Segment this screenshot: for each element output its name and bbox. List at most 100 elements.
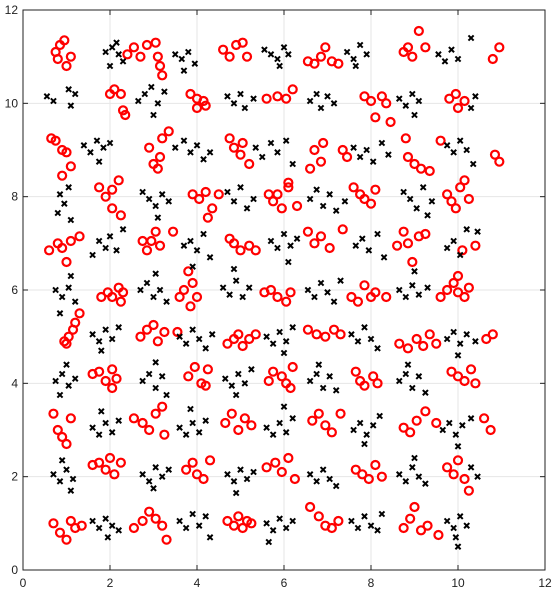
data-point-cross [317,104,325,112]
data-point-cross [358,235,366,242]
data-point-cross [306,471,314,478]
data-point-circle [411,415,422,426]
data-point-circle [348,182,359,193]
data-point-cross [208,331,216,338]
data-point-circle [272,291,283,303]
data-point-cross [176,424,183,431]
data-point-circle [61,534,72,545]
data-point-cross [102,515,109,522]
data-point-cross [252,144,260,151]
y-tick-label: 2 [11,470,18,484]
data-point-cross [95,431,103,438]
data-point-circle [405,513,416,524]
data-point-cross [189,510,196,518]
data-point-cross [232,277,240,284]
data-point-cross [152,384,159,392]
data-point-circle [398,522,409,534]
data-point-cross [189,263,196,270]
data-point-cross [435,51,442,58]
x-tick-label: 2 [107,576,114,590]
data-point-cross [145,370,153,378]
data-point-circle [394,338,405,349]
data-point-cross [71,90,79,98]
data-point-cross [280,44,288,51]
data-point-cross [267,51,275,58]
data-point-circle [442,284,453,296]
data-point-cross [356,153,364,161]
data-point-cross [365,247,373,254]
data-point-circle [309,144,320,156]
data-point-circle [265,284,277,296]
data-point-circle [250,329,261,340]
data-point-cross [176,333,183,340]
data-point-circle [402,42,414,53]
data-point-cross [439,426,447,434]
data-point-circle [470,240,481,251]
data-point-cross [158,373,166,380]
data-point-cross [115,324,123,331]
data-point-cross [269,340,277,347]
data-point-cross [319,202,327,210]
data-point-circle [450,88,461,100]
data-point-circle [481,333,492,345]
data-point-cross [369,422,377,429]
data-point-cross [152,270,159,277]
data-point-circle [431,417,442,429]
data-point-cross [454,55,462,63]
data-point-circle [365,95,377,107]
data-point-circle [233,511,244,522]
data-point-circle [65,235,76,247]
data-point-circle [104,452,116,464]
data-point-circle [281,93,292,104]
data-point-circle [341,151,353,163]
data-point-circle [459,375,470,387]
data-point-circle [409,158,420,170]
data-point-circle [442,462,453,473]
data-point-cross [289,160,297,168]
data-point-cross [182,431,190,438]
data-point-cross [67,102,75,109]
data-point-circle [115,88,126,100]
data-point-cross [154,100,162,107]
data-point-cross [182,524,190,532]
data-point-cross [67,216,75,224]
data-point-circle [244,333,255,345]
data-point-circle [307,415,318,426]
data-point-circle [376,471,387,482]
data-point-cross [443,335,451,343]
data-point-circle [61,60,72,72]
data-point-cross [241,380,249,387]
data-point-circle [117,287,129,298]
data-point-cross [106,233,114,240]
data-point-cross [61,200,68,207]
data-point-circle [70,317,81,328]
data-point-cross [189,419,196,427]
data-point-circle [315,51,327,62]
data-point-cross [237,90,244,98]
data-point-cross [402,102,410,109]
data-point-circle [135,51,146,62]
data-point-circle [405,427,416,438]
data-point-cross [350,426,357,434]
data-point-circle [459,473,470,485]
data-point-circle [237,37,248,48]
data-point-circle [346,291,357,303]
data-point-cross [267,237,275,245]
data-point-cross [409,464,416,471]
data-point-cross [474,228,481,235]
data-point-circle [148,319,159,331]
data-point-cross [206,534,214,541]
data-point-cross [472,93,479,100]
data-point-circle [61,147,72,158]
data-point-circle [485,424,496,436]
data-point-cross [95,158,103,165]
data-point-cross [332,482,340,490]
data-point-cross [267,139,275,147]
data-point-circle [276,466,287,478]
data-point-cross [326,373,333,380]
data-point-cross [95,524,103,532]
data-point-cross [450,328,457,336]
data-point-circle [213,189,224,200]
data-point-cross [411,111,418,119]
data-point-cross [356,41,364,49]
